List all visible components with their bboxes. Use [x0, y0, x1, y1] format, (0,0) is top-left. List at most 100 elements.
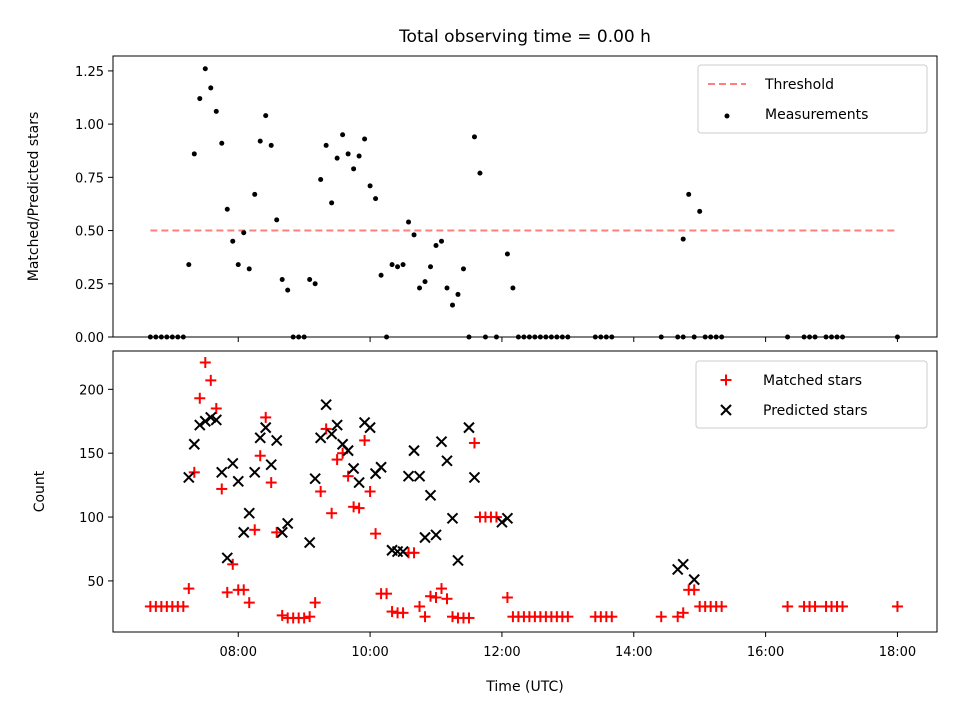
top-panel: 0.00 0.25 0.50 0.75 1.00 1.25 Matched/Predict… — [26, 55, 938, 346]
y-tick-label: 1.00 — [75, 118, 104, 133]
measurement-point — [406, 219, 412, 225]
matched-point — [199, 356, 211, 368]
top-axes-frame — [112, 55, 938, 338]
measurement-point — [235, 262, 241, 268]
y-tick-label: 200 — [79, 383, 104, 398]
measurement-point — [285, 287, 291, 293]
measurement-point — [224, 206, 230, 212]
predicted-point — [265, 458, 277, 471]
measurement-point — [411, 232, 417, 238]
predicted-point — [303, 536, 316, 549]
measurement-point — [422, 279, 428, 285]
matched-point — [271, 526, 283, 538]
measurement-point — [504, 251, 510, 257]
matched-point — [320, 423, 332, 435]
predicted-point — [238, 526, 250, 539]
measurement-point — [263, 113, 269, 119]
matched-point — [716, 600, 728, 612]
top-legend-box — [697, 64, 928, 134]
matched-point — [249, 524, 261, 536]
measurement-point — [455, 291, 461, 297]
predicted-point — [688, 573, 700, 586]
measurement-point — [433, 242, 439, 248]
measurement-point — [439, 238, 445, 244]
measurement-point — [367, 183, 373, 189]
measurement-point — [329, 200, 335, 206]
matched-point — [408, 547, 420, 559]
matched-point — [183, 583, 195, 595]
predicted-point — [314, 432, 327, 444]
matched-point — [606, 611, 618, 623]
measurement-point — [279, 277, 285, 283]
measurement-point — [219, 140, 225, 146]
measurement-point — [428, 264, 434, 270]
matched-point — [677, 607, 689, 619]
predicted-point — [260, 421, 272, 434]
predicted-point — [243, 507, 255, 519]
measurement-point — [208, 85, 214, 91]
predicted-point — [347, 462, 360, 475]
predicted-point — [677, 558, 689, 571]
measurement-point — [697, 208, 703, 214]
legend-matched-marker — [720, 374, 732, 386]
predicted-point — [199, 415, 211, 427]
matched-point — [194, 392, 206, 404]
matched-point — [359, 434, 371, 446]
y-tick-label: 100 — [79, 511, 104, 526]
predicted-point — [249, 466, 261, 479]
predicted-point — [353, 476, 365, 489]
matched-point — [348, 501, 360, 513]
predicted-point — [342, 444, 354, 457]
y-tick-label: 0.00 — [75, 331, 104, 346]
x-tick-label: 08:00 — [220, 645, 257, 660]
measurement-point — [246, 266, 252, 272]
measurement-point — [378, 272, 384, 278]
matched-point — [430, 592, 442, 604]
measurement-point — [191, 151, 197, 157]
measurement-point — [460, 266, 466, 272]
bottom-legend: Matched stars Predicted stars — [695, 360, 928, 429]
matched-point — [891, 600, 903, 612]
matched-point — [276, 609, 288, 621]
measurement-point — [307, 277, 313, 283]
matched-point — [370, 528, 382, 540]
predicted-point — [430, 529, 442, 541]
matched-point — [655, 611, 667, 623]
predicted-point — [194, 419, 206, 431]
bottom-y-axis: 50 100 150 200 — [79, 383, 113, 590]
matched-point — [425, 590, 437, 602]
matched-point — [210, 402, 222, 414]
predicted-point — [446, 512, 459, 525]
predicted-point — [468, 471, 481, 484]
bottom-plot-marks — [144, 356, 903, 624]
matched-point — [188, 466, 200, 478]
matched-point — [837, 600, 849, 612]
matched-point — [260, 411, 272, 423]
x-tick-label: 14:00 — [615, 645, 652, 660]
predicted-point — [232, 475, 244, 487]
matched-point — [386, 606, 398, 618]
measurement-point — [202, 66, 208, 72]
predicted-point — [397, 545, 409, 558]
measurement-point — [230, 238, 236, 244]
predicted-point — [424, 489, 437, 502]
matched-point — [315, 486, 327, 497]
measurement-point — [213, 108, 219, 114]
measurement-point — [340, 132, 346, 138]
measurement-point — [197, 96, 203, 102]
matched-point — [436, 583, 448, 595]
predicted-point — [402, 470, 415, 482]
matched-point — [809, 600, 821, 612]
matched-point — [309, 597, 321, 609]
predicted-point — [216, 466, 228, 479]
predicted-point — [501, 512, 514, 525]
predicted-point — [452, 554, 464, 567]
predicted-point — [320, 398, 332, 411]
bottom-axes-frame — [112, 350, 938, 633]
matched-point — [304, 611, 316, 623]
x-tick-label: 16:00 — [747, 645, 784, 660]
predicted-point — [375, 461, 387, 473]
measurement-point — [323, 142, 329, 148]
measurement-point — [356, 153, 362, 159]
measurement-point — [318, 176, 324, 182]
